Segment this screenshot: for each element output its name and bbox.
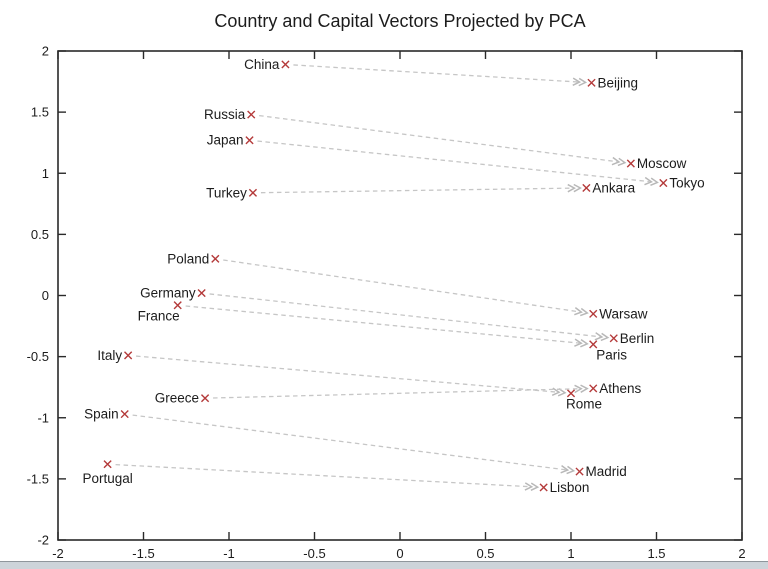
data-point-marker	[173, 301, 182, 310]
data-point-marker	[575, 467, 584, 476]
data-point-marker	[589, 309, 598, 318]
arrowhead-chevron-icon	[580, 339, 589, 348]
data-point-marker	[566, 389, 576, 398]
y-tick-label: 1	[42, 166, 49, 181]
vector-arrow-line	[209, 293, 600, 338]
arrowhead-chevron-icon	[574, 338, 583, 347]
arrowhead-chevron-icon	[580, 307, 589, 317]
vector-arrow-line	[213, 388, 580, 399]
data-point-marker	[539, 483, 548, 492]
data-point-marker	[589, 384, 598, 393]
data-point-marker	[211, 254, 220, 263]
y-tick-label: 1.5	[31, 105, 49, 120]
data-point-marker	[124, 351, 133, 360]
arrowhead-chevron-icon	[600, 332, 610, 342]
chart-title: Country and Capital Vectors Projected by…	[214, 11, 586, 31]
x-tick-label: 2	[738, 546, 745, 561]
data-point-marker	[200, 394, 210, 403]
x-tick-label: -2	[52, 546, 64, 561]
arrowhead-chevron-icon	[567, 183, 576, 193]
point-label: Rome	[566, 396, 602, 411]
vector-arrow-line	[185, 305, 580, 344]
arrowhead-chevron-icon	[574, 307, 583, 316]
x-tick-label: 1	[567, 546, 574, 561]
arrowhead-chevron-icon	[574, 384, 583, 394]
point-label: Poland	[167, 251, 209, 266]
arrowhead-chevron-icon	[572, 77, 582, 86]
y-tick-label: 0	[42, 288, 49, 303]
point-label: Germany	[140, 286, 196, 301]
vector-arrow-line	[132, 414, 566, 471]
y-tick-label: -1.5	[27, 471, 49, 486]
vector-arrow-line	[115, 463, 530, 488]
data-point-marker	[103, 460, 112, 469]
arrowhead-chevron-icon	[566, 465, 576, 475]
data-point-marker	[245, 136, 254, 145]
vector-arrow-line	[293, 64, 578, 83]
point-label: Tokyo	[669, 176, 704, 191]
data-point-marker	[120, 409, 129, 419]
vector-arrow-line	[136, 355, 558, 393]
x-tick-label: 0.5	[476, 546, 494, 561]
data-point-marker	[247, 110, 256, 119]
point-label: Spain	[84, 407, 119, 422]
point-label: Japan	[207, 133, 244, 148]
point-label: France	[138, 308, 180, 323]
arrowhead-chevron-icon	[617, 157, 627, 167]
y-tick-label: -0.5	[27, 349, 49, 364]
data-point-marker	[248, 188, 258, 197]
x-tick-label: 1.5	[647, 546, 665, 561]
point-label: Berlin	[620, 331, 655, 346]
arrowhead-chevron-icon	[644, 176, 653, 186]
y-tick-label: -2	[37, 533, 49, 548]
point-label: Turkey	[206, 185, 247, 200]
arrowhead-chevron-icon	[573, 183, 582, 193]
y-tick-label: 0.5	[31, 227, 49, 242]
y-tick-label: 2	[42, 44, 49, 59]
arrowhead-chevron-icon	[650, 177, 659, 187]
data-point-marker	[197, 288, 206, 298]
x-tick-label: -0.5	[303, 546, 325, 561]
x-tick-label: 0	[396, 546, 403, 561]
point-label: Italy	[97, 348, 122, 363]
point-label: China	[244, 57, 280, 72]
point-label: Russia	[204, 107, 246, 122]
point-label: Beijing	[598, 75, 639, 90]
point-label: Madrid	[586, 464, 627, 479]
arrowhead-chevron-icon	[580, 384, 589, 393]
data-point-marker	[587, 78, 596, 87]
arrowhead-chevron-icon	[551, 387, 561, 396]
data-point-marker	[609, 334, 618, 343]
arrowhead-chevron-icon	[594, 332, 604, 341]
window-bottom-edge	[0, 561, 768, 569]
point-label: Lisbon	[550, 480, 590, 495]
data-point-marker	[659, 178, 668, 188]
point-label: Warsaw	[599, 306, 648, 321]
data-point-marker	[589, 340, 598, 349]
x-tick-label: -1	[223, 546, 235, 561]
y-tick-label: -1	[37, 410, 49, 425]
point-label: Moscow	[637, 156, 687, 171]
arrowhead-chevron-icon	[611, 156, 621, 166]
arrowhead-chevron-icon	[560, 465, 570, 474]
arrowhead-chevron-icon	[557, 388, 567, 397]
point-label: Athens	[599, 381, 641, 396]
point-label: Paris	[596, 347, 627, 362]
arrowhead-chevron-icon	[530, 482, 540, 492]
vector-arrow-line	[260, 187, 573, 194]
point-label: Ankara	[592, 180, 635, 195]
data-point-marker	[281, 60, 290, 69]
arrowhead-chevron-icon	[524, 482, 534, 491]
data-point-marker	[582, 183, 591, 193]
vector-arrow-line	[257, 140, 650, 183]
x-tick-label: -1.5	[132, 546, 154, 561]
vector-arrow-line	[259, 114, 618, 163]
data-point-marker	[626, 159, 635, 168]
point-label: Greece	[155, 391, 199, 406]
vector-arrow-line	[223, 259, 580, 313]
arrowhead-chevron-icon	[578, 77, 588, 87]
point-label: Portugal	[82, 471, 132, 486]
